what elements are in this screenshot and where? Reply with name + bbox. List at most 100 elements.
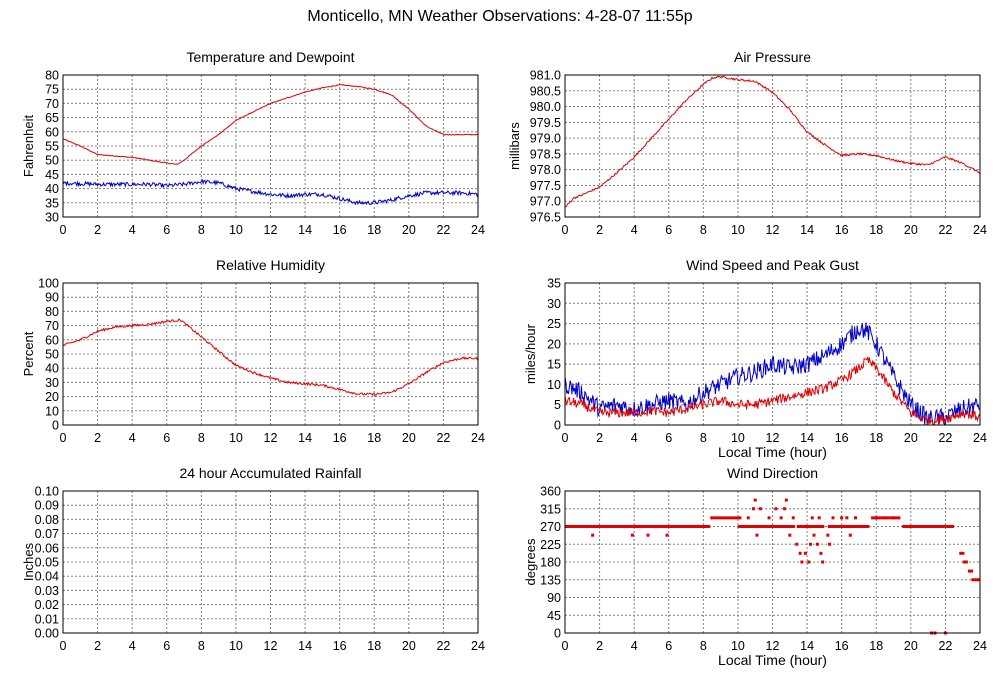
y-tick-label: 35 bbox=[547, 277, 561, 291]
x-tick-label: 8 bbox=[198, 223, 205, 237]
direction-point bbox=[783, 507, 787, 511]
x-tick-label: 12 bbox=[766, 639, 780, 653]
direction-point bbox=[788, 533, 792, 537]
direction-point bbox=[826, 533, 830, 537]
direction-point bbox=[803, 551, 807, 555]
x-tick-label: 14 bbox=[298, 223, 312, 237]
x-tick-label: 8 bbox=[198, 639, 205, 653]
y-tick-label: 270 bbox=[540, 520, 561, 534]
x-axis-label: Local Time (hour) bbox=[718, 444, 827, 460]
x-tick-label: 22 bbox=[938, 639, 952, 653]
direction-point bbox=[753, 498, 757, 502]
direction-point bbox=[774, 507, 778, 511]
x-tick-label: 4 bbox=[129, 431, 136, 445]
y-tick-label: 978.5 bbox=[530, 147, 561, 161]
x-tick-label: 16 bbox=[333, 639, 347, 653]
x-tick-label: 24 bbox=[471, 431, 485, 445]
y-tick-label: 0 bbox=[554, 627, 561, 641]
y-tick-label: 0.01 bbox=[35, 612, 59, 626]
x-tick-label: 4 bbox=[129, 639, 136, 653]
direction-point bbox=[784, 498, 788, 502]
x-tick-label: 14 bbox=[800, 639, 814, 653]
y-tick-label: 70 bbox=[45, 319, 59, 333]
y-tick-label: 15 bbox=[547, 358, 561, 372]
y-tick-label: 0.00 bbox=[35, 627, 59, 641]
y-tick-label: 976.5 bbox=[530, 211, 561, 225]
x-tick-label: 16 bbox=[333, 223, 347, 237]
x-tick-label: 6 bbox=[163, 431, 170, 445]
x-tick-label: 18 bbox=[367, 223, 381, 237]
x-tick-label: 20 bbox=[402, 431, 416, 445]
x-tick-label: 8 bbox=[700, 431, 707, 445]
x-tick-label: 4 bbox=[631, 639, 638, 653]
x-tick-label: 16 bbox=[835, 223, 849, 237]
x-tick-label: 10 bbox=[229, 639, 243, 653]
x-tick-label: 18 bbox=[367, 639, 381, 653]
x-tick-label: 0 bbox=[60, 223, 67, 237]
series-line-peak-gust bbox=[564, 322, 981, 426]
plot-frame bbox=[62, 490, 479, 634]
y-tick-label: 977.0 bbox=[530, 195, 561, 209]
x-tick-label: 10 bbox=[731, 639, 745, 653]
direction-point bbox=[755, 533, 759, 537]
x-tick-label: 2 bbox=[596, 223, 603, 237]
y-tick-label: 20 bbox=[45, 390, 59, 404]
y-tick-label: 65 bbox=[45, 111, 59, 125]
y-axis-label: miles/hour bbox=[523, 323, 538, 384]
plot-frame bbox=[62, 282, 479, 426]
x-tick-label: 24 bbox=[471, 639, 485, 653]
y-tick-label: 60 bbox=[45, 333, 59, 347]
y-tick-label: 35 bbox=[45, 196, 59, 210]
y-tick-label: 75 bbox=[45, 83, 59, 97]
x-tick-label: 20 bbox=[904, 223, 918, 237]
x-tick-label: 20 bbox=[402, 639, 416, 653]
chart-title: Wind Speed and Peak Gust bbox=[686, 257, 859, 273]
direction-point bbox=[854, 516, 857, 520]
y-tick-label: 225 bbox=[540, 538, 561, 552]
x-tick-label: 18 bbox=[869, 223, 883, 237]
y-tick-label: 135 bbox=[540, 573, 561, 587]
y-tick-label: 30 bbox=[45, 376, 59, 390]
x-tick-label: 24 bbox=[973, 431, 987, 445]
y-tick-label: 40 bbox=[45, 362, 59, 376]
x-tick-label: 24 bbox=[471, 223, 485, 237]
direction-point bbox=[795, 542, 799, 546]
x-tick-label: 20 bbox=[904, 431, 918, 445]
direction-point bbox=[665, 533, 669, 537]
y-tick-label: 50 bbox=[45, 154, 59, 168]
direction-point bbox=[840, 516, 844, 520]
y-axis-label: Inches bbox=[21, 542, 36, 581]
y-tick-label: 977.5 bbox=[530, 179, 561, 193]
y-tick-label: 0.08 bbox=[35, 513, 59, 527]
series-line-pressure bbox=[564, 75, 981, 208]
x-tick-label: 10 bbox=[229, 223, 243, 237]
direction-point bbox=[828, 542, 832, 546]
plot-frame bbox=[62, 74, 479, 218]
x-tick-label: 4 bbox=[631, 223, 638, 237]
page-title: Monticello, MN Weather Observations: 4-2… bbox=[307, 8, 693, 25]
y-tick-label: 50 bbox=[45, 348, 59, 362]
y-tick-label: 40 bbox=[45, 182, 59, 196]
y-tick-label: 0.10 bbox=[35, 485, 59, 499]
y-tick-label: 90 bbox=[547, 591, 561, 605]
direction-point bbox=[845, 516, 849, 520]
x-tick-label: 10 bbox=[731, 431, 745, 445]
direction-point bbox=[892, 516, 896, 520]
chart-title: Air Pressure bbox=[734, 49, 811, 65]
y-axis-label: Percent bbox=[21, 331, 36, 376]
y-tick-label: 30 bbox=[547, 297, 561, 311]
x-tick-label: 12 bbox=[766, 223, 780, 237]
y-tick-label: 45 bbox=[547, 609, 561, 623]
x-tick-label: 24 bbox=[973, 639, 987, 653]
x-tick-label: 2 bbox=[94, 639, 101, 653]
direction-point bbox=[883, 516, 887, 520]
series-line-temperature bbox=[62, 83, 479, 165]
x-tick-label: 2 bbox=[596, 639, 603, 653]
y-tick-label: 980.5 bbox=[530, 84, 561, 98]
x-tick-label: 22 bbox=[436, 223, 450, 237]
x-tick-label: 12 bbox=[264, 223, 278, 237]
